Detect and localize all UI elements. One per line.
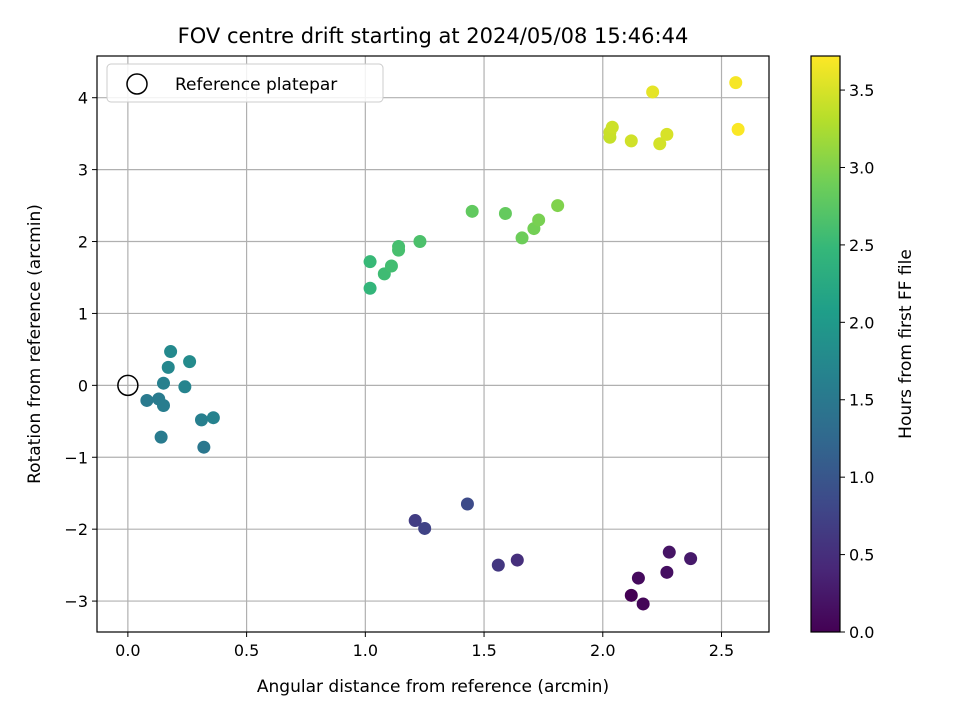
x-tick-label: 1.5 [471,641,496,660]
data-point [498,206,512,220]
x-tick-label: 1.0 [353,641,378,660]
data-point [636,597,650,611]
data-point [465,204,479,218]
colorbar-tick-label: 0.5 [849,546,874,565]
data-point [197,440,211,454]
x-axis-label: Angular distance from reference (arcmin) [257,677,609,697]
data-point [156,376,170,390]
data-point [140,393,154,407]
colorbar-label: Hours from first FF file [896,249,916,439]
data-point [662,545,676,559]
colorbar-tick-label: 3.0 [849,158,874,177]
y-tick-label: 4 [78,89,88,108]
data-point [156,398,170,412]
y-axis-label: Rotation from reference (arcmin) [25,204,45,484]
y-axis-ticks: −3 −2 −1 0 1 2 3 4 [64,89,97,611]
data-point [178,380,192,394]
legend: Reference platepar [106,63,384,103]
legend-box [106,63,384,103]
data-point [729,76,743,90]
data-point [154,430,168,444]
colorbar-frame [810,55,841,633]
y-tick-label: 2 [78,233,88,252]
y-tick-label: −3 [64,592,88,611]
y-tick-label: −2 [64,520,88,539]
y-tick-label: −1 [64,448,88,467]
data-point [460,497,474,511]
legend-entry-reference: Reference platepar [175,75,337,95]
plot-area-frame [96,55,770,633]
data-point [164,345,178,359]
x-tick-label: 2.0 [590,641,615,660]
grid [97,56,769,632]
x-tick-label: 2.5 [709,641,734,660]
data-point [653,137,667,151]
data-points [140,76,745,611]
data-point [413,235,427,249]
colorbar-tick-label: 1.0 [849,468,874,487]
data-point [161,360,175,374]
data-point [660,127,674,141]
colorbar-tick-label: 1.5 [849,391,874,410]
data-point [418,521,432,535]
data-point [605,120,619,134]
data-point [515,231,529,245]
data-point [491,558,505,572]
x-tick-label: 0.5 [234,641,259,660]
data-point [551,199,565,213]
data-point [510,553,524,567]
data-point [731,122,745,136]
y-tick-label: 3 [78,161,88,180]
data-point [532,213,546,227]
data-point [624,588,638,602]
data-point [363,281,377,295]
chart-title: FOV centre drift starting at 2024/05/08 … [178,24,689,48]
data-point [631,571,645,585]
y-tick-label: 1 [78,304,88,323]
data-point [646,85,660,99]
data-point [408,514,422,528]
colorbar: 0.0 0.5 1.0 1.5 2.0 2.5 3.0 3.5 Hours from firs… [810,55,916,642]
data-point [384,259,398,273]
colorbar-tick-label: 0.0 [849,623,874,642]
colorbar-fill [811,56,840,632]
data-point [660,565,674,579]
data-point [363,255,377,269]
x-axis-ticks: 0.0 0.5 1.0 1.5 2.0 2.5 [115,632,734,660]
x-tick-label: 0.0 [115,641,140,660]
colorbar-ticks: 0.0 0.5 1.0 1.5 2.0 2.5 3.0 3.5 [840,81,874,642]
legend-marker-reference [126,73,148,95]
data-point [684,552,698,566]
data-point [624,134,638,148]
data-point [206,411,220,425]
reference-marker-group [117,374,139,397]
data-point [392,243,406,257]
data-point [183,355,197,369]
y-tick-label: 0 [78,376,88,395]
colorbar-tick-label: 2.0 [849,313,874,332]
reference-platepar-marker [117,374,139,397]
colorbar-tick-label: 2.5 [849,236,874,255]
data-point [194,413,208,427]
colorbar-tick-label: 3.5 [849,81,874,100]
